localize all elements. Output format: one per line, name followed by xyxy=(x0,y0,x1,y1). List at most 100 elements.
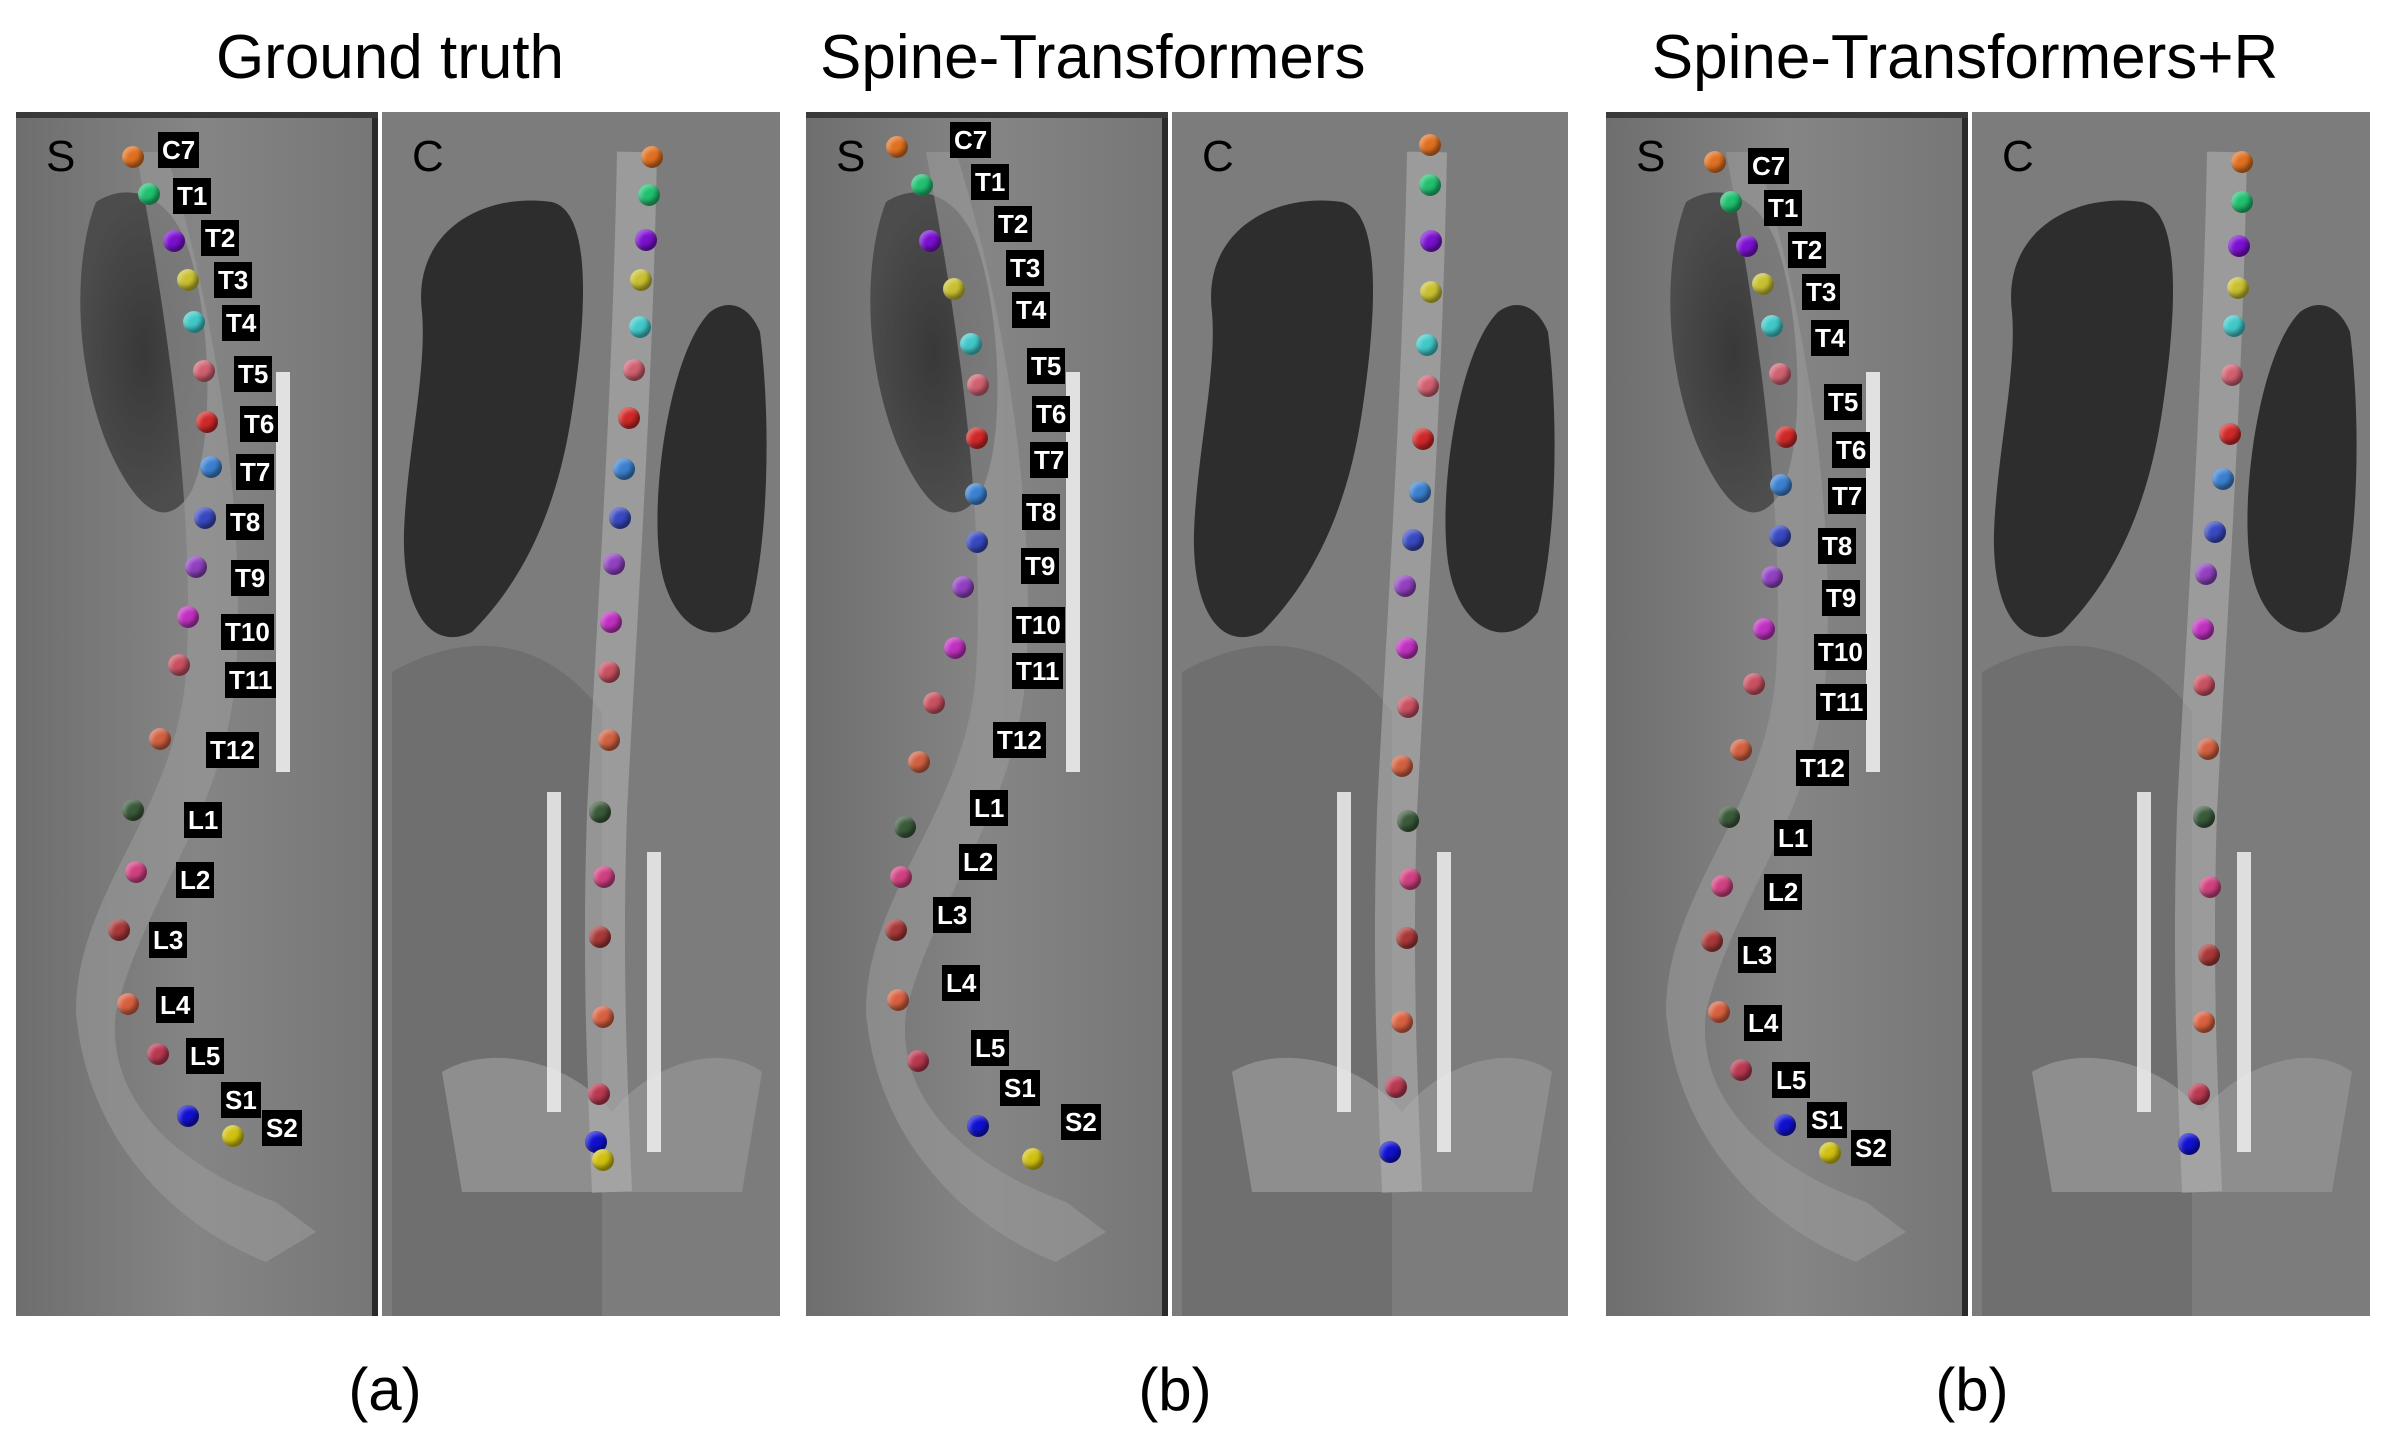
coronal-marker-l1 xyxy=(1397,810,1419,832)
vertebra-label: T3 xyxy=(214,262,253,298)
coronal-marker-l3 xyxy=(2198,944,2220,966)
vertebra-label: T12 xyxy=(993,722,1046,758)
vertebra-label: L1 xyxy=(1774,820,1813,856)
vertebra-label: S2 xyxy=(262,1110,302,1146)
vertebra-marker-l1 xyxy=(122,799,144,821)
vertebra-marker-s2 xyxy=(1819,1142,1841,1164)
vertebra-label: T1 xyxy=(1764,190,1803,226)
coronal-marker-t3 xyxy=(2227,277,2249,299)
vertebra-marker-t4 xyxy=(1761,315,1783,337)
coronal-rod-right xyxy=(647,852,661,1152)
coronal-marker-l4 xyxy=(592,1006,614,1028)
vertebra-label: L3 xyxy=(149,922,188,958)
caption-b-1: (b) xyxy=(1138,1356,1212,1423)
coronal-marker-t4 xyxy=(1416,334,1438,356)
vertebra-label: T2 xyxy=(1788,232,1827,268)
vertebra-label: T5 xyxy=(1824,384,1863,420)
vertebra-marker-t3 xyxy=(943,278,965,300)
vertebra-label: T2 xyxy=(201,220,240,256)
vertebra-marker-t8 xyxy=(194,507,216,529)
vertebra-marker-t5 xyxy=(1769,363,1791,385)
vertebra-label: S1 xyxy=(221,1082,261,1118)
vertebra-marker-t3 xyxy=(177,269,199,291)
right-lung xyxy=(1445,304,1555,633)
top-edge xyxy=(16,112,378,118)
vertebra-marker-t7 xyxy=(965,483,987,505)
vertebra-label: T6 xyxy=(240,406,279,442)
coronal-marker-t8 xyxy=(2204,521,2226,543)
vertebra-marker-t6 xyxy=(1775,426,1797,448)
vertebra-label: T7 xyxy=(236,454,275,490)
coronal-marker-l4 xyxy=(2193,1011,2215,1033)
top-edge xyxy=(1606,112,1968,118)
vertebra-label: L1 xyxy=(184,802,223,838)
vertebra-marker-t8 xyxy=(966,531,988,553)
vertebra-marker-t5 xyxy=(967,374,989,396)
vertebra-label: L3 xyxy=(933,897,972,933)
coronal-marker-l2 xyxy=(2199,876,2221,898)
vertebra-marker-t12 xyxy=(149,728,171,750)
vertebra-label: L5 xyxy=(1772,1062,1811,1098)
coronal-marker-s2 xyxy=(592,1149,614,1171)
coronal-marker-t4 xyxy=(629,316,651,338)
coronal-marker-t10 xyxy=(600,611,622,633)
vertebra-label: L2 xyxy=(176,862,215,898)
vertebra-label: L2 xyxy=(1764,874,1803,910)
coronal-rod-left xyxy=(2137,792,2151,1112)
vertebra-label: T8 xyxy=(1022,494,1061,530)
vertebra-label: T7 xyxy=(1828,478,1867,514)
vertebra-label: T11 xyxy=(1012,653,1064,689)
vertebra-marker-l5 xyxy=(1730,1059,1752,1081)
vertebra-label: L3 xyxy=(1738,937,1777,973)
vertebra-marker-t2 xyxy=(163,230,185,252)
coronal-marker-t6 xyxy=(2219,423,2241,445)
coronal-marker-t12 xyxy=(1391,755,1413,777)
coronal-marker-s1 xyxy=(2178,1133,2200,1155)
vertebra-marker-l3 xyxy=(1701,930,1723,952)
vertebra-label: S1 xyxy=(1807,1102,1847,1138)
vertebra-marker-t6 xyxy=(196,411,218,433)
coronal-marker-t2 xyxy=(1420,230,1442,252)
vertebra-marker-t6 xyxy=(966,427,988,449)
title-ground-truth: Ground truth xyxy=(215,23,565,92)
coronal-marker-t3 xyxy=(630,269,652,291)
left-lung xyxy=(1993,200,2174,638)
coronal-marker-t1 xyxy=(638,184,660,206)
diaphragm xyxy=(1982,645,2192,1316)
coronal-marker-l5 xyxy=(1385,1076,1407,1098)
coronal-rod-left xyxy=(547,792,561,1112)
caption-a: (a) xyxy=(348,1356,422,1423)
dark-edge xyxy=(1962,112,1968,1316)
title-spine-transformers: Spine-Transformers xyxy=(820,23,1366,92)
vertebra-label: C7 xyxy=(1748,148,1790,184)
vertebra-label: L1 xyxy=(970,790,1009,826)
vertebra-marker-l5 xyxy=(147,1043,169,1065)
vertebra-marker-t10 xyxy=(944,637,966,659)
vertebra-marker-c7 xyxy=(886,136,908,158)
vertebra-marker-t9 xyxy=(952,576,974,598)
vertebra-marker-s1 xyxy=(1774,1114,1796,1136)
vertebra-marker-s1 xyxy=(177,1105,199,1127)
coronal-marker-c7 xyxy=(1419,134,1441,156)
dark-edge xyxy=(1162,112,1168,1316)
vertebra-marker-s1 xyxy=(967,1115,989,1137)
left-lung xyxy=(403,200,584,638)
vertebra-marker-l2 xyxy=(1711,875,1733,897)
vertebra-marker-l3 xyxy=(108,919,130,941)
vertebra-label: T10 xyxy=(221,614,274,650)
coronal-marker-t12 xyxy=(2197,738,2219,760)
coronal-marker-t7 xyxy=(1409,481,1431,503)
coronal-marker-t1 xyxy=(2231,191,2253,213)
vertebra-label: S1 xyxy=(1000,1070,1040,1106)
sagittal-panel-1: S C7 T1 T2 T3 T4 T5 T6 T7 T8 T9 T10 T11 T12 L1 L2 L3 L4 L5… xyxy=(16,112,378,1316)
vertebra-marker-t7 xyxy=(1770,474,1792,496)
vertebra-marker-t11 xyxy=(1743,673,1765,695)
coronal-marker-s1 xyxy=(585,1131,607,1153)
vertebra-label: T11 xyxy=(225,662,277,698)
vertebra-marker-t12 xyxy=(908,751,930,773)
vertebra-marker-t2 xyxy=(1736,235,1758,257)
vertebra-label: T4 xyxy=(1811,320,1850,356)
vertebra-label: T1 xyxy=(971,164,1010,200)
vertebra-label: C7 xyxy=(158,132,200,168)
coronal-marker-t6 xyxy=(1412,428,1434,450)
